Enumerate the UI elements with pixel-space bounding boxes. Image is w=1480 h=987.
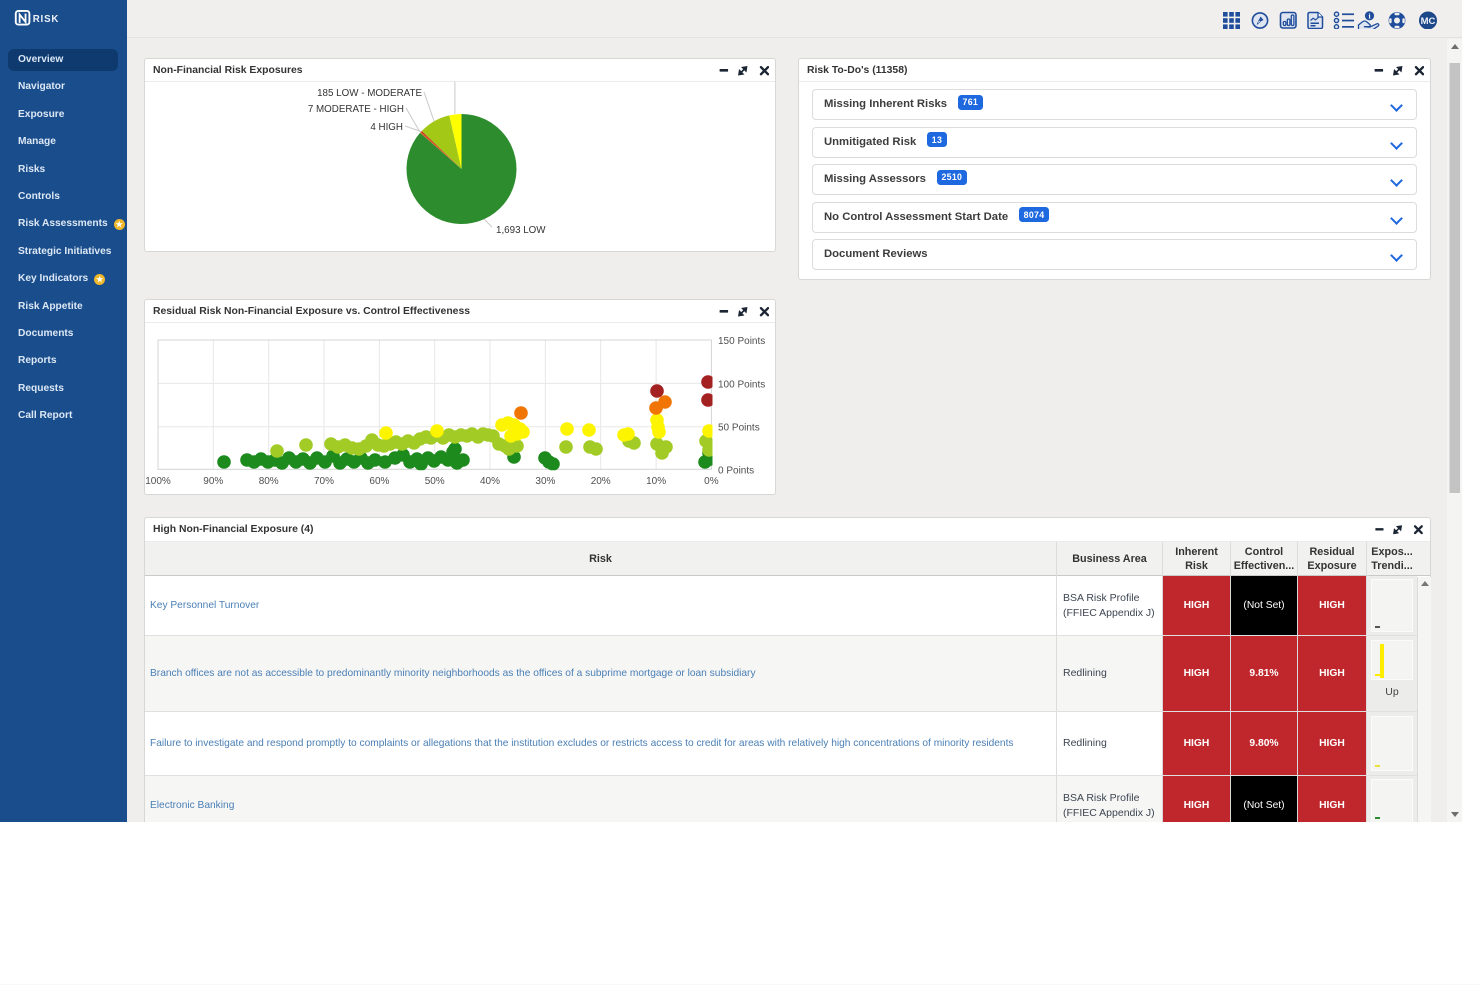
svg-text:70%: 70% bbox=[314, 476, 334, 487]
svg-text:i: i bbox=[1368, 12, 1370, 21]
svg-text:0%: 0% bbox=[704, 476, 719, 487]
svg-text:100%: 100% bbox=[145, 476, 171, 487]
svg-text:80%: 80% bbox=[259, 476, 279, 487]
svg-text:50%: 50% bbox=[425, 476, 445, 487]
svg-text:60%: 60% bbox=[369, 476, 389, 487]
svg-text:150 Points: 150 Points bbox=[718, 336, 765, 347]
svg-text:1,693 LOW: 1,693 LOW bbox=[496, 225, 546, 236]
svg-text:20%: 20% bbox=[591, 476, 611, 487]
svg-text:40%: 40% bbox=[480, 476, 500, 487]
svg-text:50 Points: 50 Points bbox=[718, 423, 760, 434]
svg-text:7 MODERATE - HIGH: 7 MODERATE - HIGH bbox=[308, 104, 404, 115]
svg-text:100 Points: 100 Points bbox=[718, 379, 765, 390]
svg-text:MC: MC bbox=[1421, 16, 1436, 27]
svg-text:4 HIGH: 4 HIGH bbox=[370, 122, 403, 133]
svg-text:185 LOW - MODERATE: 185 LOW - MODERATE bbox=[317, 88, 422, 99]
svg-text:0 Points: 0 Points bbox=[718, 465, 754, 476]
svg-text:RISK: RISK bbox=[33, 14, 60, 25]
svg-text:90%: 90% bbox=[203, 476, 223, 487]
svg-text:30%: 30% bbox=[535, 476, 555, 487]
svg-text:10%: 10% bbox=[646, 476, 666, 487]
